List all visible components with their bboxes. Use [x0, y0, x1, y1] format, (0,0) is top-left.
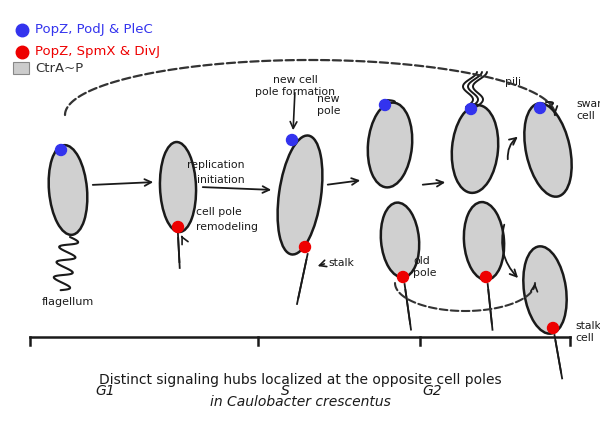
Text: new cell: new cell [272, 75, 317, 85]
Circle shape [173, 222, 184, 232]
Ellipse shape [452, 105, 498, 193]
Circle shape [56, 145, 67, 155]
Text: PopZ, SpmX & DivJ: PopZ, SpmX & DivJ [35, 45, 160, 58]
Circle shape [398, 271, 409, 283]
Circle shape [380, 100, 391, 110]
Text: pole formation: pole formation [255, 87, 335, 97]
Circle shape [299, 242, 311, 252]
Ellipse shape [523, 247, 566, 334]
Text: G2: G2 [422, 384, 442, 398]
Circle shape [548, 323, 559, 333]
Text: old
pole: old pole [413, 256, 437, 278]
Text: PopZ, PodJ & PleC: PopZ, PodJ & PleC [35, 24, 153, 36]
Ellipse shape [464, 202, 504, 280]
Text: cell pole: cell pole [196, 207, 242, 217]
Ellipse shape [524, 103, 572, 197]
Circle shape [481, 271, 491, 283]
Ellipse shape [278, 136, 322, 255]
Text: replication: replication [187, 160, 245, 170]
Text: G1: G1 [95, 384, 115, 398]
Ellipse shape [160, 142, 196, 232]
Ellipse shape [368, 103, 412, 187]
Text: flagellum: flagellum [42, 297, 94, 307]
Text: CtrA~P: CtrA~P [35, 61, 83, 74]
Text: stalk: stalk [328, 258, 354, 268]
Ellipse shape [381, 202, 419, 277]
Text: pili: pili [505, 77, 521, 87]
Circle shape [287, 134, 298, 146]
Text: S: S [281, 384, 289, 398]
Circle shape [466, 104, 476, 114]
Circle shape [535, 102, 545, 113]
Text: remodeling: remodeling [196, 222, 258, 232]
Text: in Caulobacter crescentus: in Caulobacter crescentus [209, 395, 391, 409]
FancyBboxPatch shape [13, 62, 29, 74]
Text: initiation: initiation [197, 175, 245, 185]
Text: stalked
cell: stalked cell [575, 321, 600, 343]
Text: new
pole: new pole [317, 94, 340, 116]
Text: swarmer
cell: swarmer cell [576, 99, 600, 121]
Text: Distinct signaling hubs localized at the opposite cell poles: Distinct signaling hubs localized at the… [98, 373, 502, 387]
Ellipse shape [49, 145, 88, 235]
